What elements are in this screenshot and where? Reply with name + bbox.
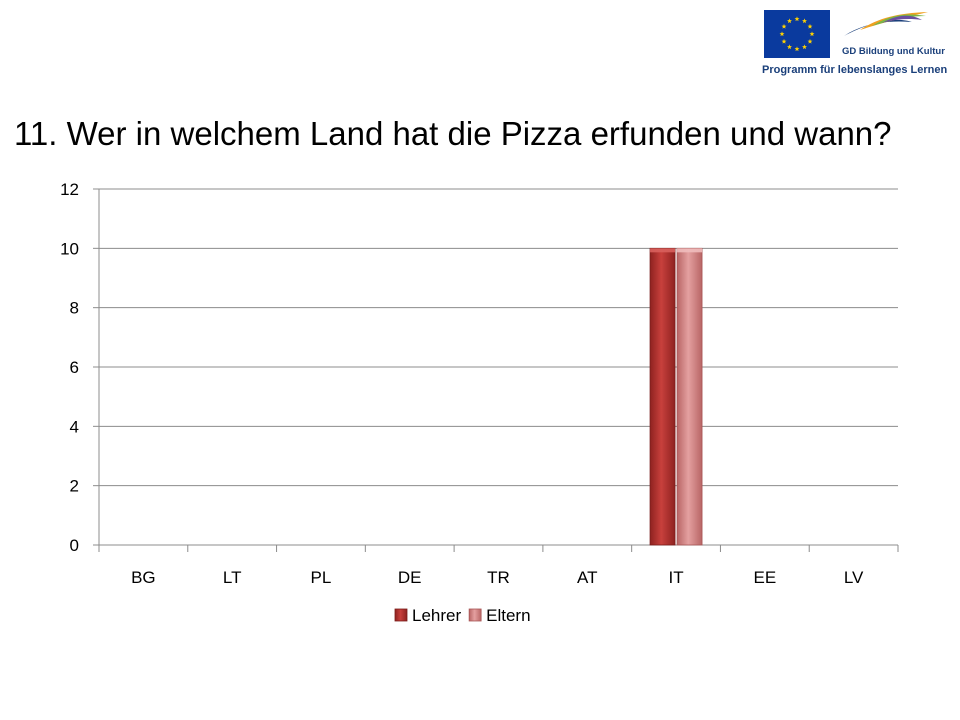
eu-star-icon — [787, 44, 792, 50]
gd-logo-text: GD Bildung und Kultur — [842, 46, 945, 57]
y-tick-label: 6 — [70, 358, 79, 377]
grid-layer — [99, 188, 898, 546]
x-tick-label: TR — [487, 568, 510, 587]
bar-lehrer-it — [649, 247, 676, 546]
gd-wing-icon — [844, 12, 928, 36]
y-tick-label: 0 — [70, 536, 79, 555]
eu-star-icon — [781, 23, 787, 29]
program-logo-text: Programm für lebenslanges Lernen — [762, 64, 948, 76]
legend-item-lehrer: Lehrer — [394, 606, 461, 625]
y-tick-label: 10 — [60, 239, 79, 258]
eu-star-icon — [794, 16, 800, 22]
x-tick-label: LT — [223, 568, 242, 587]
y-tick-label: 2 — [70, 477, 79, 496]
eu-star-icon — [802, 44, 807, 50]
eu-star-icon — [807, 38, 813, 44]
x-tick-label: DE — [398, 568, 422, 587]
x-tick-label: BG — [131, 568, 156, 587]
legend: Lehrer Eltern — [394, 606, 531, 625]
eu-star-icon — [779, 31, 785, 37]
bar-layer — [649, 247, 703, 546]
legend-swatch — [394, 608, 408, 622]
x-tick-label: IT — [669, 568, 684, 587]
bar-top-highlight — [677, 248, 703, 253]
eu-star-icon — [807, 23, 813, 29]
y-tick-label: 12 — [60, 180, 79, 199]
eu-star-icon — [794, 46, 800, 52]
x-tick-label: AT — [577, 568, 597, 587]
slide-title: 11. Wer in welchem Land hat die Pizza er… — [14, 115, 892, 152]
program-logo: GD Bildung und Kultur Programm für leben… — [760, 6, 956, 84]
axis-layer — [93, 188, 899, 552]
legend-label: Lehrer — [412, 606, 461, 625]
eu-star-icon — [802, 18, 807, 24]
eu-flag-icon — [764, 10, 830, 58]
legend-swatch — [468, 608, 482, 622]
bar-eltern-it — [676, 247, 703, 546]
bar-top-highlight — [650, 248, 676, 253]
label-layer: 0 2 4 6 8 10 12 BG LT PL DE TR AT IT EE LV — [60, 180, 864, 587]
y-tick-label: 8 — [70, 299, 79, 318]
legend-label: Eltern — [486, 606, 530, 625]
x-tick-label: PL — [311, 568, 332, 587]
eu-star-icon — [787, 18, 792, 24]
x-tick-label: LV — [844, 568, 864, 587]
x-tick-label: EE — [753, 568, 776, 587]
y-tick-label: 4 — [70, 417, 79, 436]
eu-star-icon — [781, 38, 787, 44]
eu-star-icon — [809, 31, 815, 37]
legend-item-eltern: Eltern — [468, 606, 531, 625]
